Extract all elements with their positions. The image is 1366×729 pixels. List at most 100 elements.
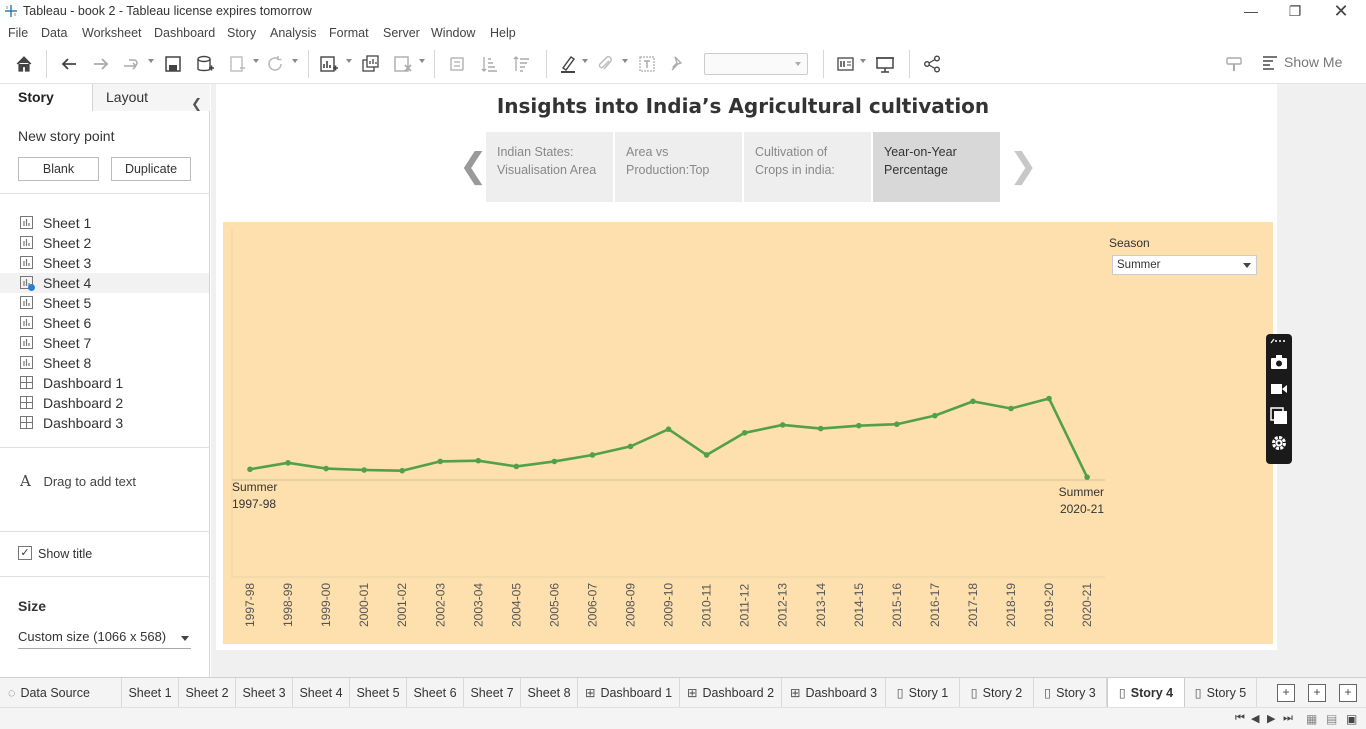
sheet-tab[interactable]: Sheet 1 — [122, 678, 179, 708]
sheet-tab[interactable]: ▯ Story 5 — [1185, 678, 1257, 708]
show-filmstrip-icon[interactable]: ▤ — [1326, 712, 1338, 726]
menu-server[interactable]: Server — [383, 26, 420, 40]
sheet-tab[interactable]: Sheet 4 — [293, 678, 350, 708]
fit-dropdown[interactable] — [704, 53, 808, 75]
show-mark-labels-icon[interactable] — [636, 52, 658, 76]
highlight-icon[interactable] — [557, 52, 579, 76]
video-camera-icon[interactable] — [1270, 380, 1288, 398]
home-icon[interactable] — [13, 52, 35, 76]
sheet-tab[interactable]: Sheet 6 — [407, 678, 464, 708]
story-point-1[interactable]: Indian States: Visualisation Area — [486, 132, 613, 202]
new-worksheet-dropdown-icon[interactable] — [346, 59, 352, 63]
sheet-list-item[interactable]: Sheet 7 — [0, 333, 209, 353]
share-icon[interactable] — [921, 52, 943, 76]
new-story-tab-icon[interactable]: + — [1339, 684, 1357, 702]
clear-dropdown-icon[interactable] — [419, 59, 425, 63]
duplicate-button[interactable]: Duplicate — [111, 157, 191, 181]
new-worksheet-tab-icon[interactable]: + — [1277, 684, 1295, 702]
highlight-dropdown-icon[interactable] — [582, 59, 588, 63]
undo-icon[interactable] — [58, 52, 80, 76]
presentation-mode-icon[interactable] — [874, 52, 896, 76]
story-point-2[interactable]: Area vs Production:Top — [615, 132, 742, 202]
menu-help[interactable]: Help — [490, 26, 516, 40]
sheet-list-item[interactable]: Dashboard 2 — [0, 393, 209, 413]
pause-auto-updates-icon[interactable] — [226, 52, 248, 76]
story-point-3[interactable]: Cultivation of Crops in india: — [744, 132, 871, 202]
sheet-list-item[interactable]: Sheet 8 — [0, 353, 209, 373]
sheet-list-item[interactable]: Sheet 3 — [0, 253, 209, 273]
sheet-list-item[interactable]: Sheet 1 — [0, 213, 209, 233]
sheet-tab[interactable]: ⊞ Dashboard 3 — [782, 678, 886, 708]
sheet-sorter-icon[interactable]: ▣ — [1346, 712, 1358, 726]
redo-icon[interactable] — [90, 52, 112, 76]
sheet-list-item[interactable]: Dashboard 1 — [0, 373, 209, 393]
pause-dropdown-icon[interactable] — [253, 59, 259, 63]
swap-rows-columns-icon[interactable] — [446, 52, 468, 76]
first-sheet-icon[interactable]: ⏮ — [1235, 712, 1245, 724]
sheet-tab[interactable]: ⊞ Dashboard 2 — [680, 678, 782, 708]
close-button[interactable]: ✕ — [1333, 1, 1349, 21]
size-dropdown[interactable]: Custom size (1066 x 568) — [18, 627, 191, 649]
capture-options-icon[interactable] — [1270, 336, 1288, 346]
drag-to-add-text[interactable]: A Drag to add text — [20, 472, 136, 490]
screenshots-icon[interactable] — [1270, 407, 1288, 425]
sheet-tab[interactable]: ▯ Story 3 — [1034, 678, 1107, 708]
blank-button[interactable]: Blank — [18, 157, 99, 181]
show-cards-dropdown-icon[interactable] — [860, 59, 866, 63]
sheet-list-item[interactable]: Sheet 4 — [0, 273, 209, 293]
settings-gear-icon[interactable] — [1270, 434, 1288, 452]
replay-animation-icon[interactable] — [120, 52, 142, 76]
menu-file[interactable]: File — [8, 26, 29, 40]
sheet-tab[interactable]: Sheet 8 — [521, 678, 578, 708]
refresh-icon[interactable] — [264, 52, 286, 76]
last-sheet-icon[interactable]: ⏭ — [1283, 712, 1293, 724]
collapse-pane-icon[interactable]: ❮ — [191, 96, 202, 111]
menu-story[interactable]: Story — [227, 26, 257, 40]
sheet-tab[interactable]: Sheet 7 — [464, 678, 521, 708]
next-sheet-icon[interactable]: ▶ — [1267, 713, 1276, 725]
show-cards-icon[interactable] — [835, 52, 857, 76]
tab-story[interactable]: Story — [0, 84, 92, 111]
replay-dropdown-icon[interactable] — [148, 59, 154, 63]
refresh-dropdown-icon[interactable] — [292, 59, 298, 63]
tab-layout[interactable]: Layout ❮ — [92, 84, 210, 111]
next-story-point-icon[interactable]: ❯ — [1009, 146, 1038, 186]
sheet-list-item[interactable]: Dashboard 3 — [0, 413, 209, 433]
sheet-tab[interactable]: Sheet 2 — [179, 678, 236, 708]
fix-axes-icon[interactable] — [666, 52, 688, 76]
sort-descending-icon[interactable] — [511, 52, 533, 76]
previous-sheet-icon[interactable]: ◀ — [1251, 713, 1260, 725]
show-title-checkbox[interactable]: ✓ — [18, 546, 32, 560]
menu-format[interactable]: Format — [329, 26, 369, 40]
sheet-list-item[interactable]: Sheet 5 — [0, 293, 209, 313]
show-me-button[interactable]: Show Me — [1262, 54, 1342, 70]
duplicate-sheet-icon[interactable] — [360, 52, 382, 76]
sheet-list-item[interactable]: Sheet 6 — [0, 313, 209, 333]
format-workbook-icon[interactable] — [1223, 52, 1245, 76]
menu-worksheet[interactable]: Worksheet — [82, 26, 142, 40]
story-point-4[interactable]: Year-on-Year Percentage — [873, 132, 1000, 202]
new-worksheet-icon[interactable] — [318, 52, 340, 76]
clear-sheet-icon[interactable] — [392, 52, 414, 76]
menu-dashboard[interactable]: Dashboard — [154, 26, 216, 40]
sheet-list-item[interactable]: Sheet 2 — [0, 233, 209, 253]
group-dropdown-icon[interactable] — [622, 59, 628, 63]
sheet-tab[interactable]: ▯ Story 1 — [886, 678, 960, 708]
menu-analysis[interactable]: Analysis — [270, 26, 317, 40]
restore-button[interactable]: ❐ — [1288, 3, 1302, 19]
sheet-tab[interactable]: ⊞ Dashboard 1 — [578, 678, 680, 708]
camera-icon[interactable] — [1270, 353, 1288, 371]
new-dashboard-tab-icon[interactable]: + — [1308, 684, 1326, 702]
new-data-source-icon[interactable] — [194, 52, 216, 76]
sheet-tab[interactable]: ▯ Story 2 — [960, 678, 1034, 708]
sort-ascending-icon[interactable] — [479, 52, 501, 76]
menu-window[interactable]: Window — [431, 26, 476, 40]
sheet-tab[interactable]: Sheet 5 — [350, 678, 407, 708]
sheet-tab[interactable]: ◌ Data Source — [0, 678, 122, 708]
minimize-button[interactable]: — — [1244, 3, 1258, 19]
season-filter-dropdown[interactable]: Summer — [1112, 255, 1257, 275]
sheet-tab[interactable]: Sheet 3 — [236, 678, 293, 708]
menu-data[interactable]: Data — [41, 26, 68, 40]
previous-story-point-icon[interactable]: ❮ — [459, 146, 488, 186]
group-members-icon[interactable] — [594, 52, 616, 76]
